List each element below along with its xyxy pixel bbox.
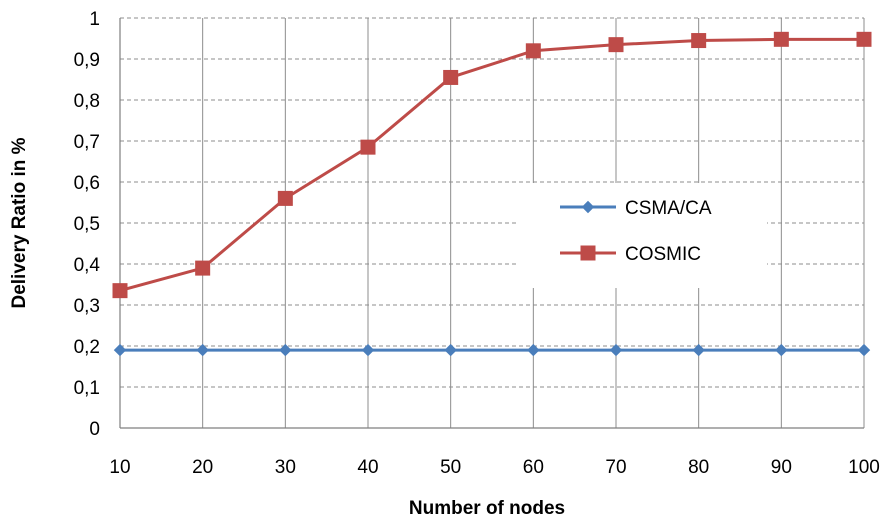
tick-labels: 0 0,1 0,2 0,3 0,4 0,5 0,6 0,7 0,8 0,9 1 10 20 30 40 50 6… [74, 9, 880, 478]
x-tick-label: 50 [440, 457, 461, 478]
data-point-square [443, 69, 459, 85]
data-point-square [195, 260, 211, 276]
data-point-square [360, 139, 376, 155]
legend: CSMA/CA COSMIC [560, 198, 712, 265]
y-tick-label: 0,2 [74, 337, 100, 358]
data-point-square [112, 283, 128, 299]
x-tick-label: 100 [848, 457, 880, 478]
legend-item-csma-ca: CSMA/CA [560, 198, 712, 219]
data-point-square [691, 33, 707, 49]
legend-item-cosmic: COSMIC [560, 244, 701, 265]
y-tick-label: 0 [89, 419, 100, 440]
data-point-diamond [113, 343, 127, 357]
y-tick-label: 1 [89, 9, 100, 30]
y-tick-label: 0,3 [74, 296, 100, 317]
x-axis-title: Number of nodes [409, 498, 565, 519]
series-0 [113, 343, 871, 357]
data-point-diamond [692, 343, 705, 357]
legend-marker-diamond [581, 200, 595, 214]
x-tick-label: 10 [109, 457, 130, 478]
y-tick-label: 0,7 [74, 132, 100, 153]
legend-background [517, 183, 767, 288]
y-tick-label: 0,9 [74, 50, 100, 71]
data-point-diamond [857, 343, 871, 357]
data-point-square [277, 190, 293, 206]
data-point-diamond [279, 343, 292, 357]
axes [119, 18, 864, 429]
data-point-diamond [444, 343, 457, 357]
legend-marker-square [580, 245, 596, 261]
legend-label-cosmic: COSMIC [625, 244, 701, 265]
series-line [119, 37, 864, 293]
data-point-diamond [361, 343, 375, 357]
y-tick-label: 0,5 [74, 214, 100, 235]
y-tick-label: 0,8 [74, 91, 100, 112]
x-tick-label: 90 [771, 457, 792, 478]
data-point-square [773, 31, 789, 47]
x-tick-label: 60 [523, 457, 544, 478]
data-point-square [608, 37, 624, 53]
x-tick-label: 20 [192, 457, 213, 478]
y-axis-title: Delivery Ratio in % [9, 137, 30, 308]
data-point-diamond [527, 343, 540, 357]
y-tick-label: 0,6 [74, 173, 100, 194]
data-point-diamond [775, 343, 788, 357]
plot-area [112, 31, 872, 357]
data-point-diamond [609, 343, 623, 357]
y-tick-label: 0,1 [74, 378, 100, 399]
data-point-square [856, 31, 872, 47]
x-tick-label: 80 [688, 457, 709, 478]
data-point-diamond [196, 343, 209, 357]
legend-label-csma-ca: CSMA/CA [625, 198, 712, 219]
y-tick-label: 0,4 [74, 255, 101, 276]
series-1 [112, 31, 872, 299]
x-tick-label: 30 [275, 457, 296, 478]
x-tick-label: 40 [357, 457, 378, 478]
data-point-square [525, 43, 541, 59]
x-tick-label: 70 [605, 457, 626, 478]
